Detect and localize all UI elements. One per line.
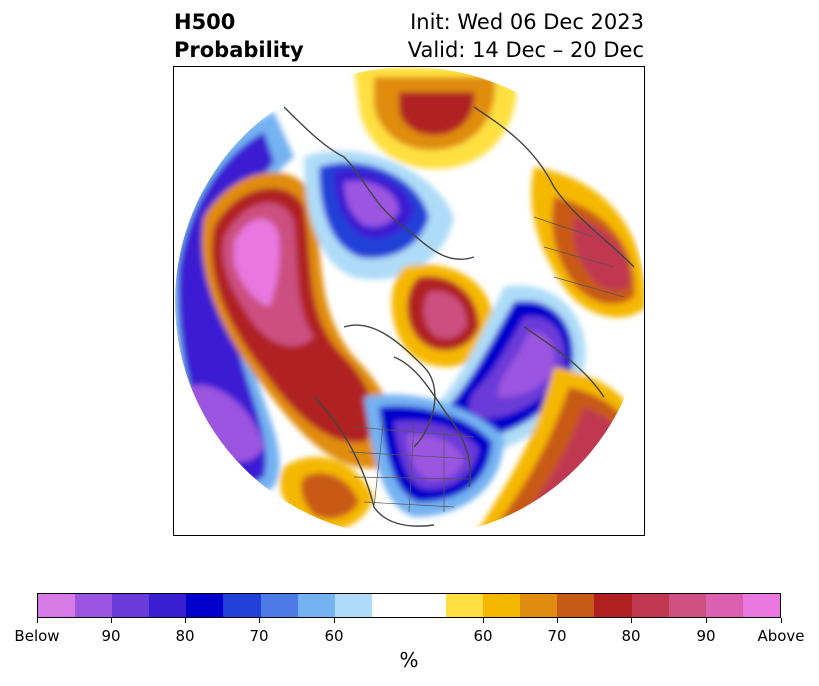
- colorbar-tick-label: 90: [101, 627, 121, 645]
- colorbar-tick: [37, 618, 38, 623]
- colorbar-segment: [297, 594, 335, 617]
- colorbar-segment: [631, 594, 669, 617]
- colorbar-segment: [112, 594, 150, 617]
- colorbar-segment: [334, 594, 372, 617]
- colorbar-segment: [520, 594, 558, 617]
- colorbar-tick-label: 90: [696, 627, 716, 645]
- colorbar-segment: [149, 594, 187, 617]
- colorbar-segment: [260, 594, 298, 617]
- title-variable: H500: [174, 10, 236, 34]
- colorbar-segment: [446, 594, 484, 617]
- colorbar-unit: %: [399, 648, 419, 672]
- colorbar-segment: [668, 594, 706, 617]
- colorbar-segment: [594, 594, 632, 617]
- colorbar-tick-label: Below: [14, 627, 60, 645]
- colorbar-tick: [706, 618, 707, 623]
- colorbar-segment: [483, 594, 521, 617]
- polar-map: [173, 66, 645, 536]
- colorbar-segment: [705, 594, 743, 617]
- colorbar-tick: [259, 618, 260, 623]
- colorbar-tick-label: Above: [757, 627, 805, 645]
- colorbar-segment: [186, 594, 224, 617]
- colorbar-tick: [185, 618, 186, 623]
- colorbar-tick: [483, 618, 484, 623]
- colorbar-tick-label: 80: [175, 627, 195, 645]
- colorbar-segment: [38, 594, 76, 617]
- title-product: Probability: [174, 38, 304, 62]
- colorbar-segment: [223, 594, 261, 617]
- colorbar-segment: [371, 594, 447, 617]
- map-title: H500 Probability: [174, 8, 304, 64]
- map-dates: Init: Wed 06 Dec 2023 Valid: 14 Dec – 20…: [408, 8, 644, 64]
- probability-field: [175, 67, 644, 535]
- valid-range: Valid: 14 Dec – 20 Dec: [407, 38, 644, 62]
- colorbar-tick: [111, 618, 112, 623]
- colorbar-segment: [75, 594, 113, 617]
- colorbar-tick-label: 60: [473, 627, 493, 645]
- colorbar: [37, 593, 781, 618]
- init-date: Init: Wed 06 Dec 2023: [410, 10, 644, 34]
- colorbar-tick-label: 70: [547, 627, 567, 645]
- colorbar-tick: [557, 618, 558, 623]
- colorbar-tick: [781, 618, 782, 623]
- colorbar-segment: [742, 594, 780, 617]
- colorbar-tick-label: 60: [324, 627, 344, 645]
- colorbar-tick-label: 80: [621, 627, 641, 645]
- colorbar-tick-label: 70: [249, 627, 269, 645]
- colorbar-tick: [631, 618, 632, 623]
- colorbar-segment: [557, 594, 595, 617]
- colorbar-tick: [334, 618, 335, 623]
